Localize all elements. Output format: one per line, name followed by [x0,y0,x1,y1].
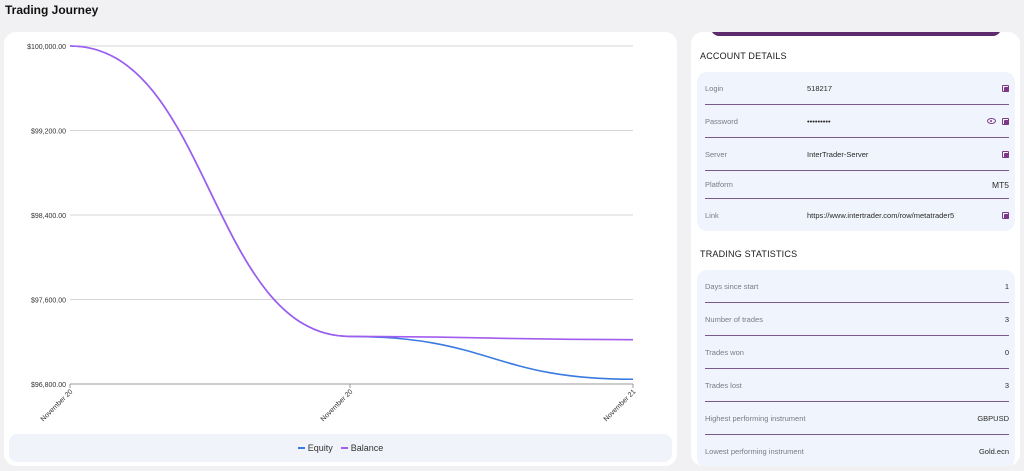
copy-server-icon[interactable] [1002,150,1009,158]
password-label: Password [705,116,738,126]
stats-label: Trades won [705,347,744,357]
stats-row: Highest performing instrument GBPUSD [705,402,1009,435]
stats-row: Lowest performing instrument Gold.ecn [705,435,1009,466]
y-tick-label: $96,800.00 [31,382,66,389]
panel-top-accent [711,32,1001,36]
password-value: ••••••••• [807,116,831,126]
series-line-equity [69,45,634,381]
server-label: Server [705,149,728,159]
link-value[interactable]: https://www.intertrader.com/row/metatrad… [807,210,955,220]
account-details-block: Login 518217 Password ••••••••• Server I… [697,72,1015,231]
y-tick-label: $97,600.00 [31,298,66,305]
stats-value: 1 [1004,281,1009,291]
copy-login-icon[interactable] [1002,84,1009,92]
account-row-server: Server InterTrader-Server [705,138,1009,171]
trading-statistics-block: Days since start 1 Number of trades 3 Tr… [697,270,1015,466]
trading-statistics-title: TRADING STATISTICS [700,249,798,259]
stats-label: Number of trades [705,314,763,324]
login-value: 518217 [807,83,833,93]
copy-link-icon[interactable] [1002,211,1009,219]
account-panel: ACCOUNT DETAILS Login 518217 Password ••… [691,32,1020,466]
account-row-password: Password ••••••••• [705,105,1009,138]
y-tick-label: $100,000.00 [27,44,66,51]
stats-label: Lowest performing instrument [705,447,804,456]
x-tick-label: November 20 [320,388,355,423]
legend-label-equity: Equity [307,443,333,453]
stats-label: Days since start [705,281,759,291]
show-password-eye-icon[interactable] [987,118,996,124]
stats-row: Trades won 0 [705,336,1009,369]
legend-swatch-balance [340,447,348,449]
page-title: Trading Journey [5,3,99,17]
link-label: Link [705,210,719,220]
account-row-link: Link https://www.intertrader.com/row/met… [705,199,1009,231]
stats-value: 0 [1004,347,1009,357]
x-tick-label: November 20 [40,388,75,423]
x-tick-label: November 21 [603,388,638,423]
stats-label: Highest performing instrument [705,413,806,423]
account-row-login: Login 518217 [705,72,1009,105]
account-details-title: ACCOUNT DETAILS [700,51,787,61]
y-tick-label: $99,200.00 [31,129,66,136]
stats-row: Number of trades 3 [705,303,1009,336]
stats-value: 3 [1004,380,1009,390]
legend-swatch-equity [297,447,305,449]
trading-journey-chart: $100,000.00 $99,200.00 $98,400.00 $97,600.0… [4,32,677,466]
login-label: Login [705,83,724,93]
stats-value: GBPUSD [977,413,1009,423]
stats-row: Days since start 1 [705,270,1009,303]
platform-label: Platform [705,180,733,189]
y-tick-label: $98,400.00 [31,213,66,220]
stats-row: Trades lost 3 [705,369,1009,402]
chart-plot: $100,000.00 $99,200.00 $98,400.00 $97,600.0… [27,44,638,423]
account-row-platform: Platform MT5 [705,171,1009,199]
stats-label: Trades lost [705,380,742,390]
legend-item-balance[interactable]: Balance [340,443,384,453]
legend-item-equity[interactable]: Equity [297,443,333,453]
stats-value: Gold.ecn [978,447,1009,456]
platform-value: MT5 [992,179,1009,190]
stats-value: 3 [1004,314,1009,324]
series-line-balance [69,45,634,341]
copy-password-icon[interactable] [1002,117,1009,125]
chart-legend: Equity Balance [9,434,672,462]
server-value: InterTrader-Server [807,149,869,159]
legend-label-balance: Balance [350,443,384,453]
